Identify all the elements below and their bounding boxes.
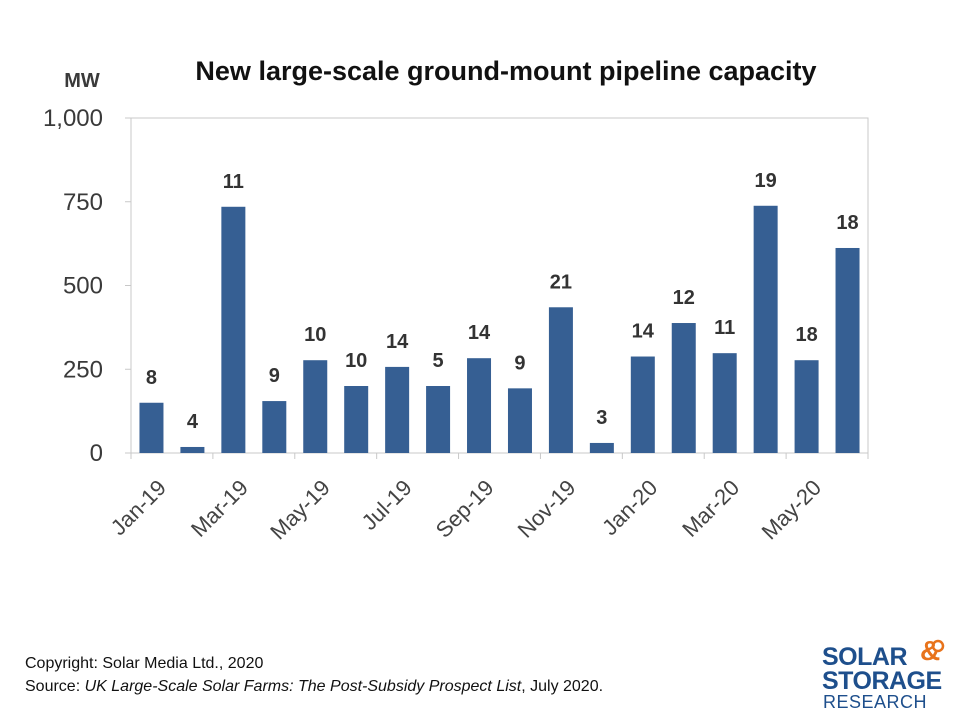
sun-icon [931,639,945,653]
solar-storage-research-logo: SOLAR & STORAGE RESEARCH [822,636,952,712]
bar [221,206,246,453]
footer: Copyright: Solar Media Ltd., 2020 Source… [25,652,603,698]
source-title: UK Large-Scale Solar Farms: The Post-Sub… [84,678,522,695]
bar [712,353,737,453]
data-label: 19 [755,170,777,192]
data-label: 9 [269,365,280,387]
data-label: 4 [187,411,199,433]
y-axis-unit-label: MW [64,70,100,92]
bar [630,356,655,453]
bar [548,307,573,453]
data-label: 8 [146,367,157,389]
data-label: 18 [836,212,858,234]
logo-line-solar: SOLAR [822,643,908,671]
bar [671,323,696,453]
data-label: 14 [632,321,655,343]
x-tick-label: Jan-20 [597,475,662,540]
x-tick-label: Mar-19 [186,475,253,542]
logo-line-storage: STORAGE [822,667,942,695]
data-label: 9 [514,352,525,374]
bar [835,247,860,453]
bar [753,205,778,453]
bar [303,360,328,453]
data-label: 14 [468,322,491,344]
x-tick-label: Mar-20 [677,475,744,542]
x-tick-label: May-19 [265,475,335,545]
bar [385,366,410,453]
copyright-text: Copyright: Solar Media Ltd., 2020 [25,655,264,672]
source-prefix: Source: [25,678,85,695]
data-label: 12 [673,287,695,309]
data-label: 11 [714,317,735,339]
bar [589,442,614,453]
data-label: 3 [596,407,607,429]
x-tick-label: Sep-19 [431,475,499,543]
y-tick-label: 0 [90,440,103,467]
plot-area: 0 250 500 750 1,000 8 4 11 9 10 10 14 5 14 9 21 3 14 12 11 1… [43,105,869,545]
data-label: 11 [223,171,244,193]
chart-title: New large-scale ground-mount pipeline ca… [195,56,816,86]
bar [467,358,492,453]
data-label: 10 [304,324,326,346]
bar [507,388,532,453]
data-label: 10 [345,350,367,372]
copyright-line: Copyright: Solar Media Ltd., 2020 [25,652,603,675]
data-label: 5 [433,350,444,372]
y-tick-label: 250 [63,356,103,383]
source-line: Source: UK Large-Scale Solar Farms: The … [25,675,603,698]
bar [139,402,164,453]
data-label: 14 [386,331,409,353]
x-tick-label: Nov-19 [513,475,581,543]
bar [426,386,451,453]
bar [262,401,287,453]
x-tick-label: Jan-19 [106,475,171,540]
y-tick-label: 500 [63,273,103,300]
bar [344,386,369,453]
bar [180,446,205,453]
x-tick-label: Jul-19 [357,475,417,535]
y-tick-label: 1,000 [43,105,103,132]
data-label: 21 [550,271,572,293]
logo-line-research: RESEARCH [823,692,928,712]
x-tick-label: May-20 [757,475,827,545]
bar-chart: New large-scale ground-mount pipeline ca… [43,56,869,545]
bar [794,360,819,453]
source-suffix: , July 2020. [521,678,604,695]
data-label: 18 [795,324,817,346]
y-tick-label: 750 [63,189,103,216]
